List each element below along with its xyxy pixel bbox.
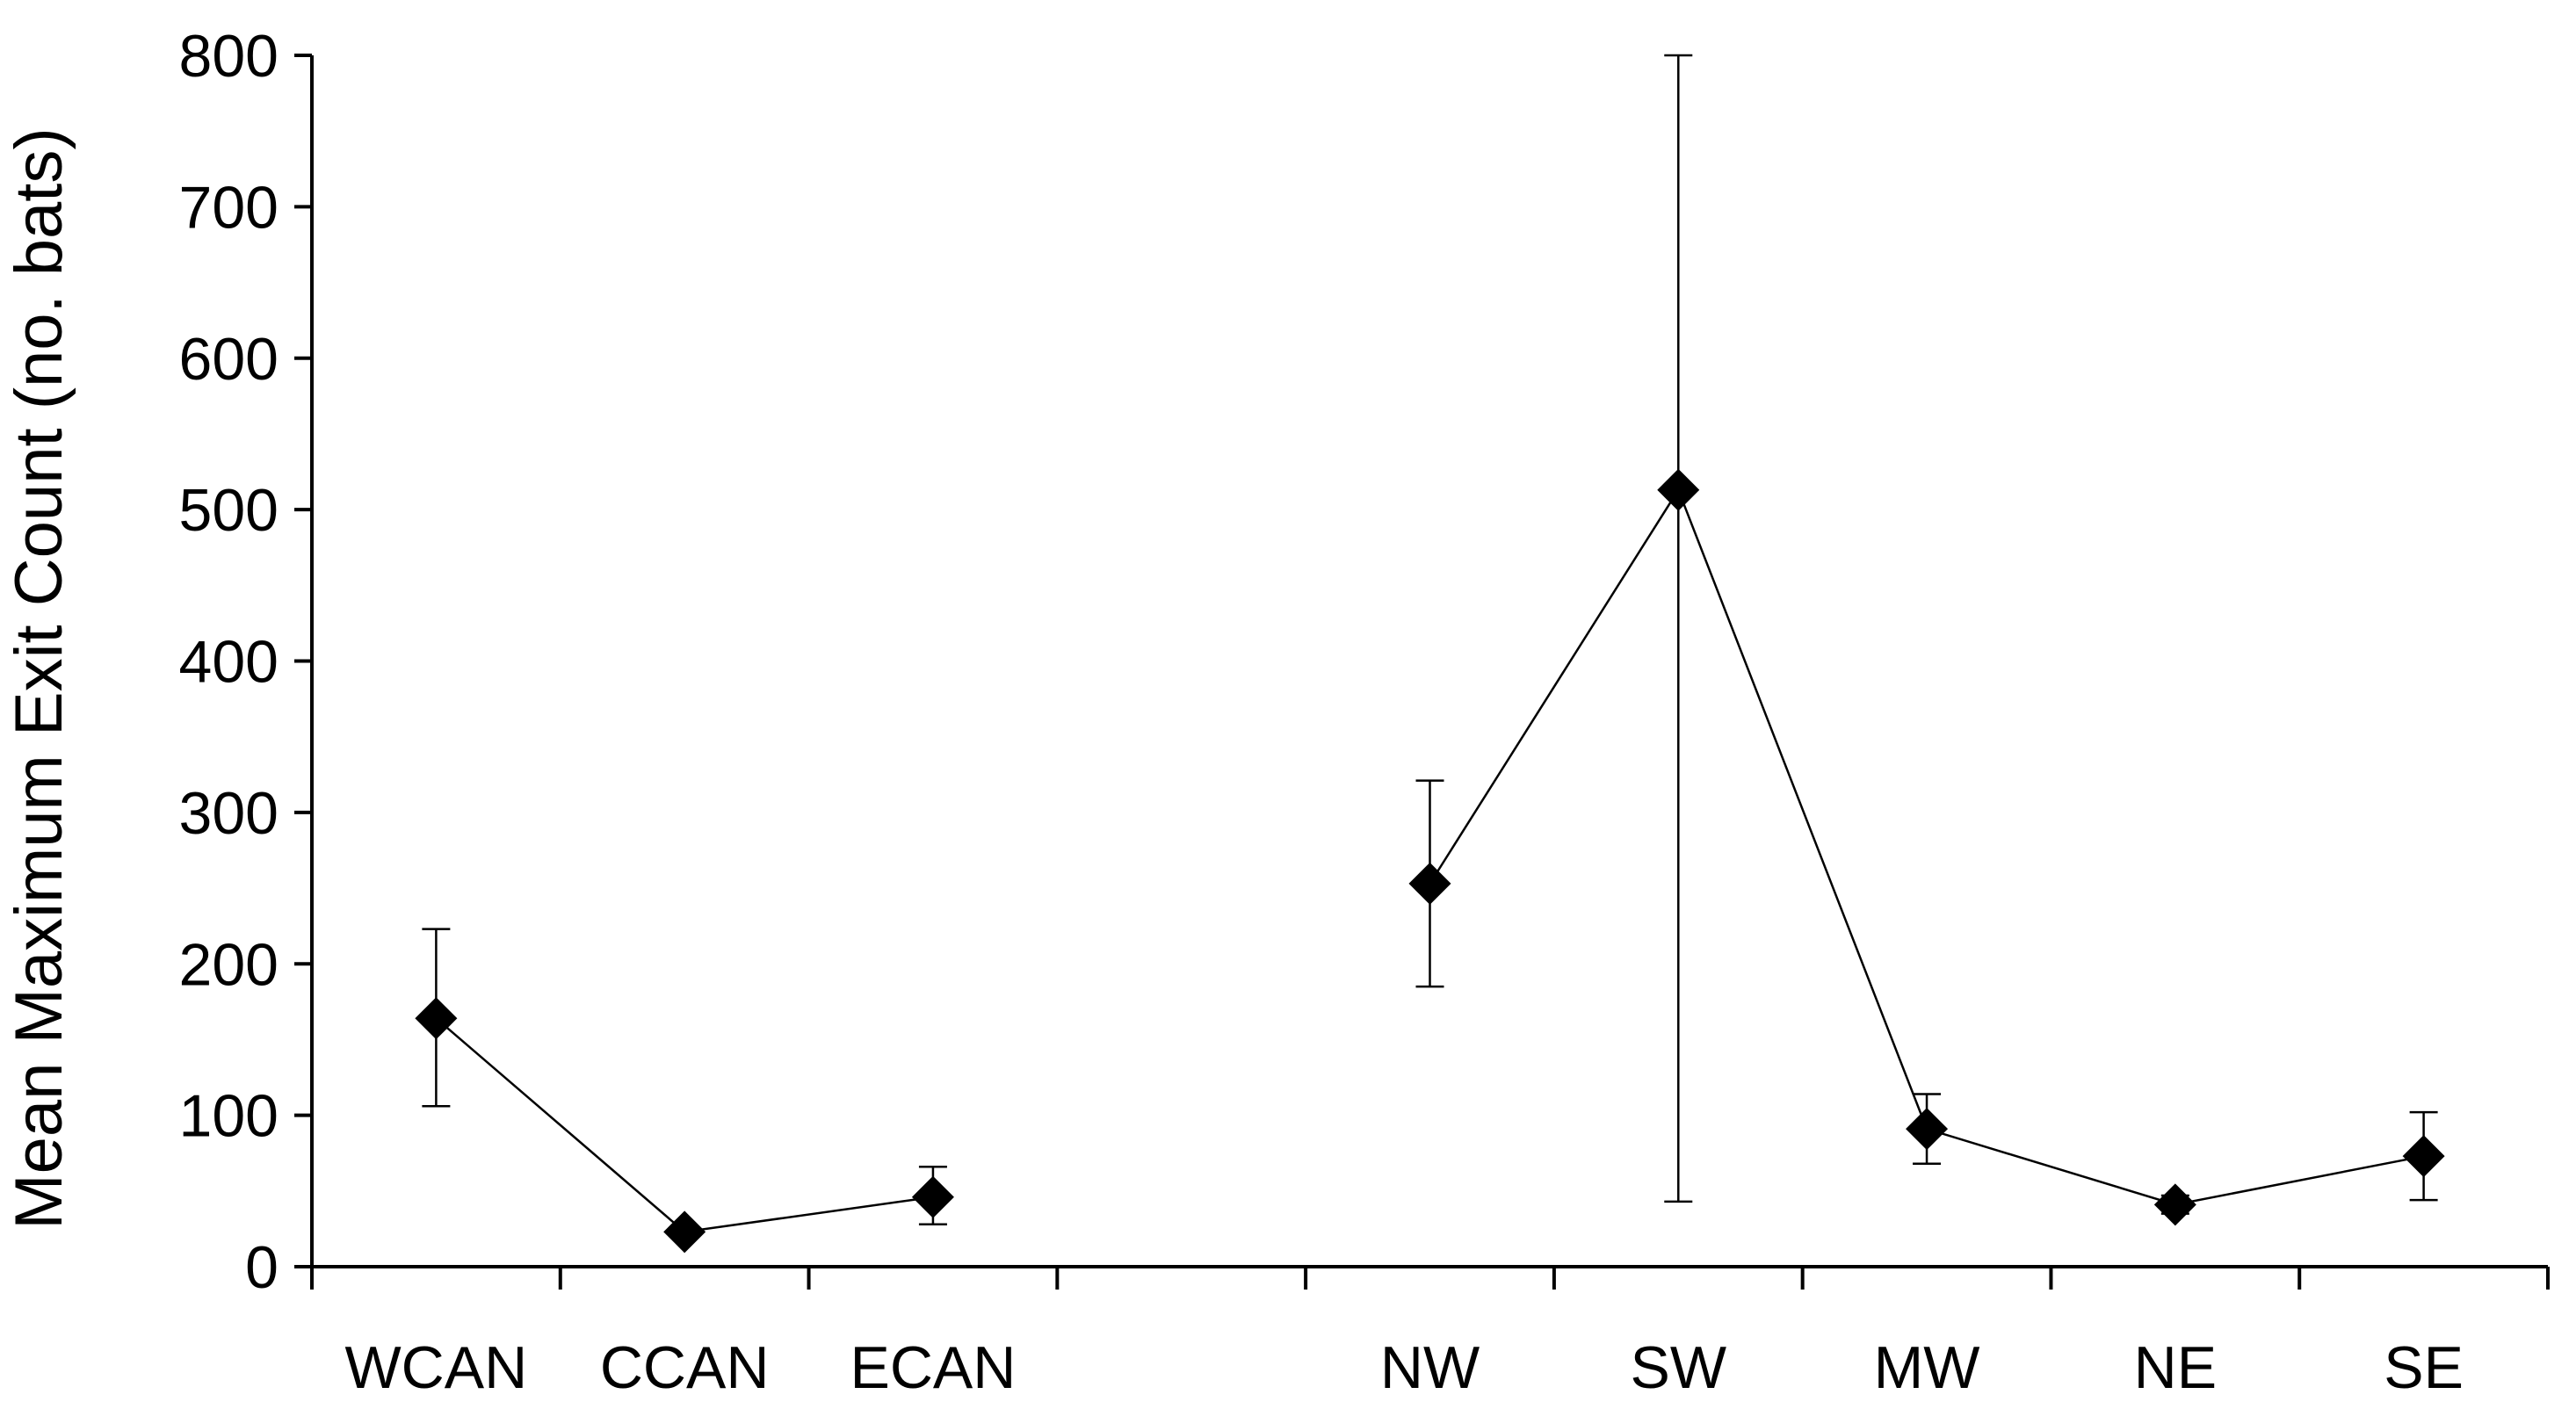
data-point <box>1657 468 1700 511</box>
data-point <box>911 1175 954 1218</box>
y-tick-label: 400 <box>179 629 279 696</box>
axis-labels: 0 100 200 300 400 500 600 700 800 WCAN CCAN ECAN NW S… <box>2 23 2464 1401</box>
x-tick-label: NE <box>2134 1334 2217 1401</box>
x-tick-label: NW <box>1380 1334 1480 1401</box>
data-point <box>415 997 458 1040</box>
y-tick-label: 0 <box>245 1234 279 1301</box>
x-tick-label: CCAN <box>600 1334 770 1401</box>
y-tick-label: 200 <box>179 931 279 998</box>
data-point <box>1408 862 1451 905</box>
data-point <box>2402 1135 2445 1178</box>
data-point <box>2153 1183 2196 1226</box>
data-markers <box>415 468 2445 1254</box>
y-tick-label: 500 <box>179 477 279 544</box>
data-point <box>663 1210 706 1254</box>
y-tick-label: 600 <box>179 326 279 393</box>
y-tick-label: 300 <box>179 780 279 847</box>
data-point <box>1906 1108 1949 1151</box>
x-tick-label: WCAN <box>345 1334 528 1401</box>
series-line <box>435 1017 934 1233</box>
y-tick-label: 100 <box>179 1083 279 1150</box>
axes <box>294 54 2550 1290</box>
x-tick-label: SE <box>2384 1334 2464 1401</box>
x-tick-label: MW <box>1874 1334 1980 1401</box>
x-tick-label: SW <box>1631 1334 1727 1401</box>
y-axis-title: Mean Maximum Exit Count (no. bats) <box>2 127 76 1229</box>
x-tick-label: ECAN <box>850 1334 1016 1401</box>
y-tick-label: 700 <box>179 174 279 241</box>
y-tick-label: 800 <box>179 23 279 90</box>
error-bars <box>422 54 2438 1238</box>
